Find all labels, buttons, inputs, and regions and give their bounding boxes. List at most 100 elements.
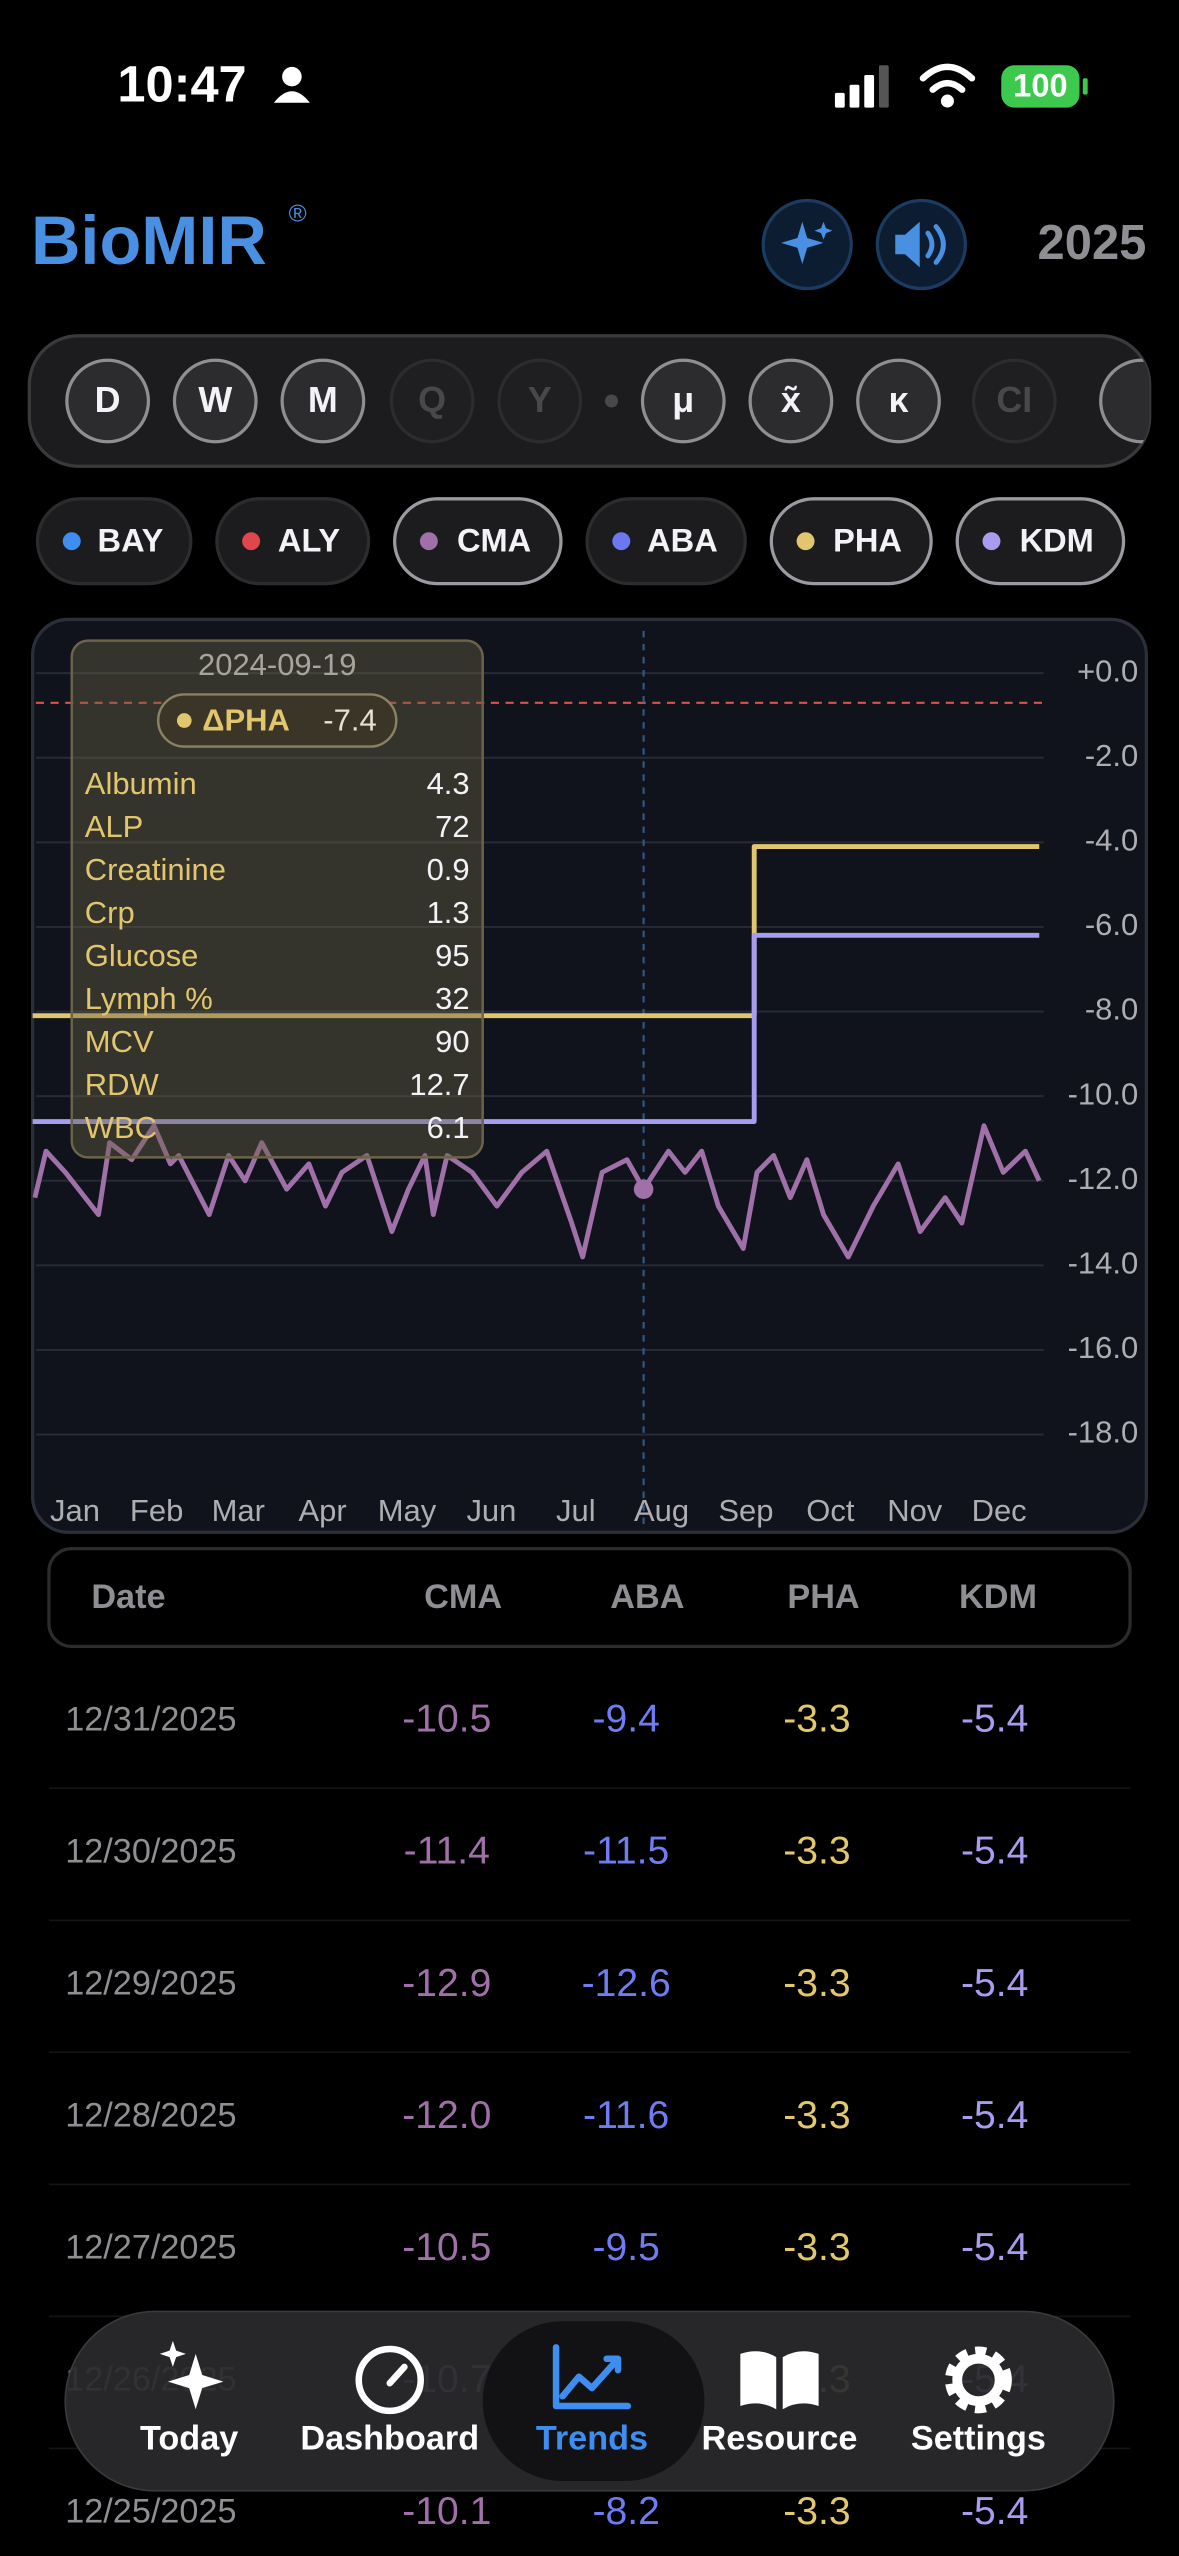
speaker-icon: [895, 221, 946, 268]
cell-date: 12/31/2025: [65, 1700, 236, 1738]
biomarker-name: Crp: [85, 895, 135, 930]
period-circle: [748, 358, 834, 444]
cell-value: -11.6: [583, 2094, 669, 2137]
biomarker-name: Glucose: [85, 938, 199, 973]
column-header: PHA: [787, 1578, 859, 1616]
y-tick-label: -10.0: [1068, 1076, 1139, 1111]
trends-icon: [552, 2344, 632, 2410]
series-line: [32, 932, 1040, 1124]
sparkle-icon: [781, 221, 833, 265]
y-tick-label: -16.0: [1068, 1330, 1139, 1365]
chip[interactable]: BAY: [35, 497, 193, 586]
period-button[interactable]: μ: [640, 358, 726, 444]
biomarker-value: 72: [435, 809, 469, 844]
x-tick-label: Dec: [972, 1493, 1027, 1528]
tab[interactable]: Trends: [536, 2344, 648, 2457]
y-tick-label: -18.0: [1068, 1415, 1139, 1450]
table: Date CMA ABA PHA KDM 12/31/2025 -10.5 -9.4 -3.3 -…: [48, 1578, 1131, 2533]
chip-bg: [955, 497, 1126, 586]
cell-value: -11.4: [404, 1830, 490, 1873]
chip-bg: [393, 497, 563, 586]
tab[interactable]: Resource: [701, 2351, 857, 2457]
battery-level: 100: [1013, 67, 1067, 104]
y-tick-label: -14.0: [1068, 1246, 1139, 1281]
more-button: [1099, 358, 1150, 444]
chip-bg: [215, 497, 371, 586]
period-button[interactable]: CI: [971, 358, 1057, 444]
period-button[interactable]: Y: [497, 358, 583, 444]
cell-value: -11.5: [583, 1830, 669, 1873]
chip[interactable]: PHA: [769, 497, 933, 586]
chip-label: KDM: [1020, 521, 1094, 558]
cell-value: -10.1: [402, 2490, 491, 2533]
chip[interactable]: ABA: [585, 497, 747, 586]
chip[interactable]: KDM: [955, 497, 1126, 586]
sound-button[interactable]: [875, 198, 968, 291]
tabs: Today Dashboard Trends Resource Settings: [140, 2340, 1046, 2457]
y-tick-label: -12.0: [1068, 1161, 1139, 1196]
biomarker-value: 12.7: [409, 1067, 469, 1102]
biomarker-value: 32: [435, 981, 469, 1016]
chip-dot: [419, 532, 438, 551]
x-tick-label: May: [378, 1493, 437, 1528]
chip-label: ABA: [647, 521, 718, 558]
x-tick-label: Aug: [634, 1493, 689, 1528]
cell-value: -3.3: [783, 2094, 850, 2137]
tab-label: Settings: [911, 2419, 1046, 2457]
period-button[interactable]: x̃: [748, 358, 834, 444]
chip-label: ALY: [278, 521, 340, 558]
period-label: CI: [996, 380, 1032, 420]
period-label: μ: [672, 380, 694, 420]
tooltip-date: 2024-09-19: [198, 647, 356, 682]
cell-value: -12.0: [402, 2094, 491, 2137]
period-label: Y: [528, 380, 552, 420]
cell-value: -10.5: [402, 2226, 491, 2269]
delta-pill: [156, 693, 398, 748]
y-tick-label: -6.0: [1085, 907, 1138, 942]
biomarker-value: 6.1: [427, 1110, 470, 1145]
chip-dot: [982, 532, 1001, 551]
tab[interactable]: Dashboard: [300, 2345, 479, 2457]
today-icon: [159, 2340, 224, 2410]
cell-value: -9.4: [592, 1698, 659, 1741]
resource-icon: [740, 2351, 819, 2410]
gear-body: [952, 2353, 1005, 2407]
tab[interactable]: Today: [140, 2340, 238, 2457]
cell-date: 12/30/2025: [65, 1832, 236, 1870]
period-button[interactable]: W: [172, 358, 258, 444]
chip-dot: [62, 532, 81, 551]
cell-date: 12/29/2025: [65, 1965, 236, 2003]
tab-label: Trends: [536, 2419, 648, 2457]
clock: 10:47: [117, 55, 246, 112]
period-button[interactable]: D: [65, 358, 151, 444]
tab-label: Dashboard: [300, 2419, 479, 2457]
biomarker-value: 90: [435, 1024, 469, 1059]
period-button[interactable]: κ: [856, 358, 941, 444]
cell-value: -3.3: [783, 2490, 850, 2533]
x-tick-label: Mar: [212, 1493, 265, 1528]
person-icon: [273, 66, 310, 103]
period-button[interactable]: Q: [389, 358, 475, 444]
y-tick-label: -4.0: [1085, 823, 1138, 858]
chip-label: PHA: [833, 521, 902, 558]
cell-value: -5.4: [961, 2490, 1028, 2533]
tooltip: 2024-09-19 ΔPHA -7.4 Albumin 4.3 ALP 72 Creatin…: [70, 639, 484, 1159]
period-circle: [971, 358, 1057, 444]
cell-date: 12/25/2025: [65, 2493, 236, 2531]
column-header: KDM: [959, 1578, 1037, 1616]
period-circle: [856, 358, 941, 444]
period-circle: [497, 358, 583, 444]
cell-value: -3.3: [783, 1962, 850, 2005]
series-line: [32, 844, 1040, 1019]
period-circle: [640, 358, 726, 444]
chip[interactable]: ALY: [215, 497, 371, 586]
period-button[interactable]: M: [280, 358, 366, 444]
column-header: Date: [91, 1578, 165, 1616]
x-tick-label: Jun: [466, 1493, 516, 1528]
tab[interactable]: Settings: [911, 2346, 1046, 2457]
tooltip-bg: [70, 639, 484, 1159]
chip-dot: [242, 532, 261, 551]
chip[interactable]: CMA: [393, 497, 563, 586]
